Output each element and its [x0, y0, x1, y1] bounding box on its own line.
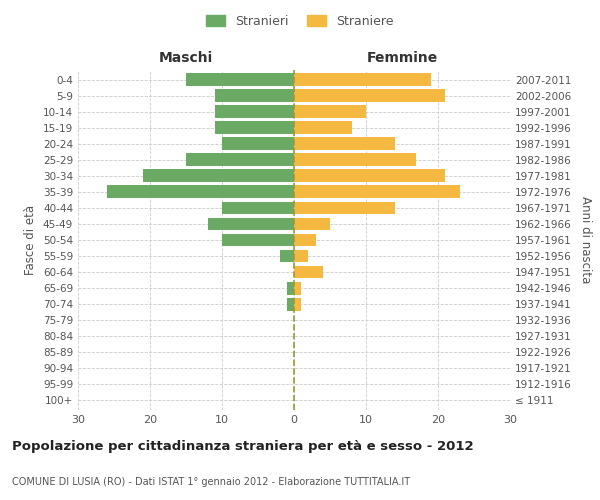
Bar: [294, 202, 395, 214]
Y-axis label: Anni di nascita: Anni di nascita: [578, 196, 592, 284]
Bar: [186, 73, 294, 86]
Bar: [287, 282, 294, 294]
Bar: [294, 250, 308, 262]
Legend: Stranieri, Straniere: Stranieri, Straniere: [203, 11, 397, 32]
Text: COMUNE DI LUSIA (RO) - Dati ISTAT 1° gennaio 2012 - Elaborazione TUTTITALIA.IT: COMUNE DI LUSIA (RO) - Dati ISTAT 1° gen…: [12, 477, 410, 487]
Bar: [294, 106, 366, 118]
Bar: [222, 138, 294, 150]
Bar: [294, 122, 352, 134]
Text: Femmine: Femmine: [367, 51, 437, 65]
Bar: [215, 122, 294, 134]
Bar: [222, 202, 294, 214]
Bar: [294, 170, 445, 182]
Bar: [294, 234, 316, 246]
Bar: [294, 154, 416, 166]
Text: Maschi: Maschi: [159, 51, 213, 65]
Bar: [294, 218, 330, 230]
Bar: [208, 218, 294, 230]
Bar: [294, 138, 395, 150]
Bar: [287, 298, 294, 310]
Bar: [294, 73, 431, 86]
Bar: [107, 186, 294, 198]
Bar: [215, 89, 294, 102]
Bar: [222, 234, 294, 246]
Bar: [294, 89, 445, 102]
Bar: [186, 154, 294, 166]
Bar: [215, 106, 294, 118]
Y-axis label: Fasce di età: Fasce di età: [25, 205, 37, 275]
Bar: [294, 266, 323, 278]
Bar: [280, 250, 294, 262]
Bar: [294, 282, 301, 294]
Bar: [294, 186, 460, 198]
Bar: [294, 298, 301, 310]
Bar: [143, 170, 294, 182]
Text: Popolazione per cittadinanza straniera per età e sesso - 2012: Popolazione per cittadinanza straniera p…: [12, 440, 473, 453]
